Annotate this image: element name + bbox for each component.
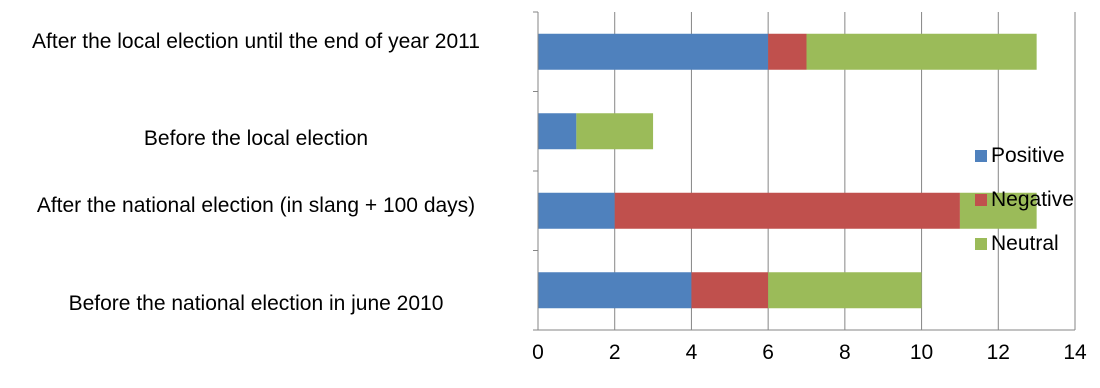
category-label-0: After the local election until the end o… xyxy=(32,30,480,53)
x-tick-label-0: 0 xyxy=(532,341,544,364)
bar-negative-0 xyxy=(768,33,807,70)
bar-neutral-2 xyxy=(959,192,1037,229)
x-tick-label-5: 10 xyxy=(909,341,934,364)
legend-swatch-negative xyxy=(975,194,987,206)
legend-label-negative: Negative xyxy=(991,188,1074,211)
legend-label-positive: Positive xyxy=(991,144,1065,167)
bar-neutral-0 xyxy=(806,33,1037,70)
x-tick-label-4: 8 xyxy=(839,341,851,364)
bar-positive-2 xyxy=(538,192,615,229)
bar-neutral-3 xyxy=(768,272,922,309)
x-tick-label-7: 14 xyxy=(1063,341,1087,364)
bar-negative-2 xyxy=(614,192,960,229)
category-label-1: Before the local election xyxy=(143,127,369,150)
legend-label-neutral: Neutral xyxy=(991,232,1059,255)
bar-positive-0 xyxy=(538,33,769,70)
x-tick-label-6: 12 xyxy=(986,341,1010,364)
legend-swatch-neutral xyxy=(975,238,987,250)
bar-positive-1 xyxy=(538,113,577,150)
legend-item-neutral: Neutral xyxy=(975,228,1074,260)
legend-swatch-positive xyxy=(975,150,987,162)
x-tick-label-1: 2 xyxy=(608,341,621,364)
bars xyxy=(538,33,1037,309)
category-label-3: Before the national election in june 201… xyxy=(68,292,444,315)
bar-neutral-1 xyxy=(576,113,654,150)
legend: Positive Negative Neutral xyxy=(975,140,1074,272)
axes xyxy=(533,11,1075,331)
category-label-2: After the national election (in slang + … xyxy=(36,194,476,217)
x-tick-label-3: 6 xyxy=(762,341,774,364)
legend-item-negative: Negative xyxy=(975,184,1074,216)
legend-item-positive: Positive xyxy=(975,140,1074,172)
bar-negative-3 xyxy=(691,272,769,309)
x-tick-label-2: 4 xyxy=(685,341,698,364)
bar-positive-3 xyxy=(538,272,692,309)
